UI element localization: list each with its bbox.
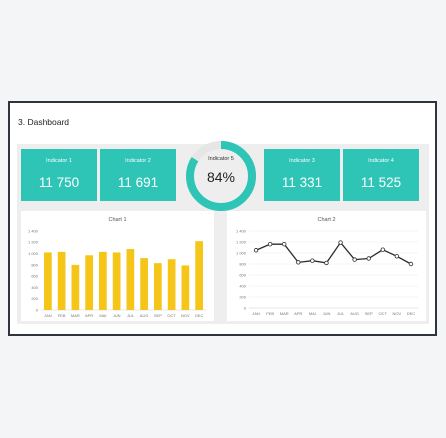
kpi-label: Indicator 1 — [46, 158, 72, 164]
kpi-card-indicator-3: Indicator 3 11 331 — [264, 149, 340, 201]
line-chart: Chart 2 0 200 400 600 800 1 000 1 200 1 400 JAN FE… — [236, 217, 418, 316]
data-point — [282, 242, 287, 247]
bar — [57, 251, 66, 310]
bar — [154, 263, 162, 310]
donut-indicator-5: Indicator 5 84% — [182, 137, 260, 215]
bar — [85, 255, 93, 310]
x-tick-label: MAI — [99, 313, 106, 318]
bar — [195, 241, 203, 310]
kpi-label: Indicator 2 — [125, 158, 151, 164]
kpi-value: 11 691 — [117, 175, 159, 190]
data-point — [394, 254, 400, 259]
y-tick-label: 800 — [239, 261, 246, 266]
data-point — [352, 257, 357, 262]
y-tick-label: 600 — [239, 272, 246, 277]
donut-label: Indicator 5 — [208, 156, 234, 162]
bar — [112, 252, 121, 310]
kpi-card-indicator-1: Indicator 1 11 750 — [21, 149, 97, 201]
x-tick-label: JAN — [44, 313, 52, 318]
y-tick-label: 800 — [31, 262, 38, 267]
donut-arc — [186, 141, 256, 211]
x-tick-label: APR — [85, 313, 93, 318]
x-tick-label: APR — [294, 311, 302, 316]
y-tick-label: 1 200 — [28, 240, 39, 245]
x-tick-label: MAI — [309, 311, 316, 316]
bar — [181, 265, 190, 310]
data-point — [324, 260, 329, 266]
y-tick-label: 1 000 — [236, 250, 247, 255]
y-tick-label: 200 — [239, 294, 246, 299]
chart-title: Chart 2 — [317, 217, 335, 223]
chart-1-panel: Chart 1 0 200 400 600 800 1 000 1 200 1 400 JAN FE… — [21, 211, 214, 321]
y-tick-label: 1 400 — [28, 228, 39, 233]
x-tick-label: SEP — [365, 311, 373, 316]
x-tick-label: FEB — [58, 313, 66, 318]
bar — [126, 249, 135, 310]
chart-title: Chart 1 — [108, 217, 126, 223]
x-tick-label: JUN — [113, 313, 121, 318]
x-tick-label: OCT — [379, 311, 388, 316]
data-point — [338, 240, 343, 245]
y-tick-label: 0 — [36, 307, 39, 312]
x-tick-label: FEB — [266, 311, 274, 316]
y-tick-label: 1 400 — [236, 228, 247, 233]
bar — [167, 259, 176, 310]
x-tick-label: AUG — [140, 313, 149, 318]
series-line — [255, 241, 412, 265]
data-point — [380, 247, 385, 252]
page-title: 3. Dashboard — [18, 117, 70, 127]
kpi-value: 11 525 — [360, 175, 402, 190]
data-point — [408, 261, 414, 267]
kpi-label: Indicator 4 — [368, 158, 394, 164]
y-tick-label: 400 — [239, 283, 246, 288]
x-tick-label: AUG — [350, 311, 359, 316]
y-tick-label: 1 200 — [236, 239, 247, 244]
bar — [71, 264, 80, 310]
donut-value: 84% — [206, 169, 236, 185]
kpi-value: 11 750 — [38, 175, 80, 190]
x-tick-label: MAR — [71, 313, 80, 318]
data-point — [310, 258, 315, 263]
bar — [99, 251, 107, 310]
kpi-card-indicator-4: Indicator 4 11 525 — [343, 149, 419, 201]
x-tick-label: OCT — [167, 313, 176, 318]
bar — [44, 252, 52, 310]
kpi-label: Indicator 3 — [289, 158, 315, 164]
y-tick-label: 600 — [31, 274, 38, 279]
x-tick-label: DEC — [407, 311, 416, 316]
bar-chart: Chart 1 0 200 400 600 800 1 000 1 200 1 400 JAN FE… — [28, 217, 206, 318]
data-point — [267, 242, 273, 247]
data-point — [296, 260, 301, 265]
x-tick-label: JAN — [252, 311, 260, 316]
x-tick-label: MAR — [280, 311, 289, 316]
donut-chart — [186, 141, 256, 211]
bar — [140, 258, 148, 310]
x-tick-label: JUN — [323, 311, 331, 316]
kpi-card-indicator-2: Indicator 2 11 691 — [100, 149, 176, 201]
data-point — [253, 248, 259, 253]
dashboard-frame: 3. Dashboard Indicator 1 11 750 Indicato… — [8, 101, 437, 336]
chart-2-panel: Chart 2 0 200 400 600 800 1 000 1 200 1 400 JAN FE… — [227, 211, 426, 321]
y-tick-label: 0 — [244, 305, 247, 310]
x-tick-label: NOV — [393, 311, 402, 316]
x-tick-label: JUL — [337, 311, 345, 316]
y-tick-label: 400 — [31, 285, 38, 290]
x-tick-label: JUL — [127, 313, 135, 318]
dashboard-body: Indicator 1 11 750 Indicator 2 11 691 In… — [17, 141, 429, 324]
x-tick-label: NOV — [181, 313, 190, 318]
kpi-value: 11 331 — [281, 175, 323, 190]
y-tick-label: 200 — [31, 296, 38, 301]
y-tick-label: 1 000 — [28, 251, 39, 256]
data-point — [366, 256, 371, 261]
x-tick-label: SEP — [154, 313, 162, 318]
x-tick-label: DEC — [195, 313, 204, 318]
